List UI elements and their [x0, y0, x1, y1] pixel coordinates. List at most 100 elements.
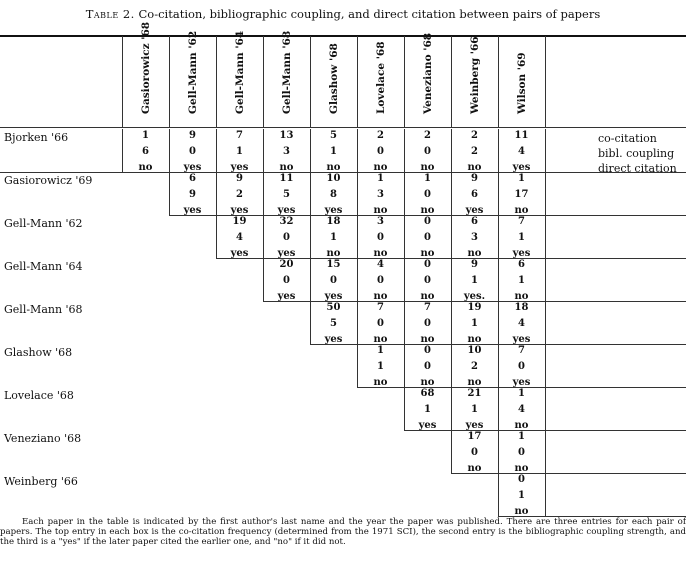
direct-citation-value: yes: [277, 205, 296, 216]
cell-divider: [216, 215, 217, 258]
direct-citation-value: no: [373, 377, 388, 388]
coupling-value: 0: [424, 232, 431, 243]
coupling-value: 3: [471, 232, 478, 243]
table-cell: 2 0 no: [357, 128, 404, 176]
table-cell: 32 0 yes: [263, 214, 310, 262]
caption-label: Table 2.: [85, 7, 135, 21]
direct-citation-value: yes.: [463, 291, 486, 302]
row-label: Weinberg '66: [4, 475, 78, 488]
coupling-value: 0: [377, 232, 384, 243]
table-cell: 6 3 no: [451, 214, 498, 262]
row-label: Bjorken '66: [4, 131, 69, 144]
cell-divider: [263, 258, 264, 301]
direct-citation-value: no: [420, 162, 435, 173]
column-divider: [310, 36, 311, 128]
cell-divider: [545, 215, 546, 258]
coupling-value: 2: [471, 146, 478, 157]
cell-divider: [169, 129, 170, 172]
table-cell: 1 4 no: [498, 386, 545, 434]
coupling-value: 0: [518, 447, 525, 458]
coupling-value: 0: [189, 146, 196, 157]
table-cell: 1 0 no: [498, 429, 545, 477]
cell-divider: [357, 301, 358, 344]
column-divider: [169, 36, 170, 128]
co-citation-value: 1: [518, 388, 525, 399]
co-citation-value: 6: [471, 216, 478, 227]
direct-citation-value: yes: [512, 334, 531, 345]
direct-citation-value: yes: [324, 205, 343, 216]
table-cell: 18 1 no: [310, 214, 357, 262]
direct-citation-value: yes: [230, 248, 249, 259]
legend-item: bibl. coupling: [598, 147, 675, 160]
cell-divider: [545, 387, 546, 430]
direct-citation-value: no: [420, 377, 435, 388]
coupling-value: 0: [424, 189, 431, 200]
coupling-value: 1: [330, 232, 337, 243]
cell-divider: [545, 301, 546, 344]
table-cell: 3 0 no: [357, 214, 404, 262]
co-citation-value: 15: [326, 259, 341, 270]
co-citation-value: 3: [377, 216, 384, 227]
co-citation-value: 0: [424, 216, 431, 227]
co-citation-value: 21: [467, 388, 482, 399]
co-citation-value: 4: [377, 259, 384, 270]
coupling-value: 0: [377, 318, 384, 329]
coupling-value: 6: [471, 189, 478, 200]
table-cell: 2 0 no: [404, 128, 451, 176]
co-citation-value: 2: [377, 130, 384, 141]
coupling-value: 5: [283, 189, 290, 200]
table-cell: 15 0 yes: [310, 257, 357, 305]
caption-text: Co-citation, bibliographic coupling, and…: [138, 7, 601, 21]
cell-divider: [451, 387, 452, 430]
cell-divider: [498, 430, 499, 473]
row-label: Gell-Mann '68: [4, 303, 83, 316]
cell-divider: [451, 258, 452, 301]
table-cell: 21 1 yes: [451, 386, 498, 434]
row-label: Glashow '68: [4, 346, 73, 359]
cell-divider: [404, 344, 405, 387]
direct-citation-value: yes: [277, 291, 296, 302]
table-cell: 7 0 no: [357, 300, 404, 348]
co-citation-value: 9: [236, 173, 243, 184]
direct-citation-value: yes: [277, 248, 296, 259]
table-cell: 7 0 no: [404, 300, 451, 348]
co-citation-value: 7: [377, 302, 384, 313]
cell-divider: [404, 172, 405, 215]
direct-citation-value: yes: [230, 162, 249, 173]
row-label: Gell-Mann '64: [4, 260, 83, 273]
coupling-value: 0: [283, 275, 290, 286]
column-header-label: Wilson '69: [516, 52, 528, 114]
direct-citation-value: no: [420, 334, 435, 345]
cell-divider: [310, 258, 311, 301]
table-cell: 1 0 no: [404, 171, 451, 219]
coupling-value: 8: [330, 189, 337, 200]
coupling-value: 1: [518, 232, 525, 243]
column-header-label: Gasiorowicz '68: [140, 21, 152, 114]
cell-divider: [404, 215, 405, 258]
table-cell: 9 0 yes: [169, 128, 216, 176]
direct-citation-value: yes: [230, 205, 249, 216]
co-citation-value: 2: [471, 130, 478, 141]
co-citation-value: 11: [514, 130, 529, 141]
column-divider: [498, 36, 499, 128]
coupling-value: 1: [518, 490, 525, 501]
row-label: Gasiorowicz '69: [4, 174, 93, 187]
co-citation-value: 11: [279, 173, 294, 184]
column-header: Wilson '69: [513, 38, 531, 126]
table-cell: 6 1 no: [498, 257, 545, 305]
direct-citation-value: no: [467, 377, 482, 388]
direct-citation-value: no: [326, 248, 341, 259]
column-divider: [216, 36, 217, 128]
cell-divider: [216, 129, 217, 172]
column-header: Gasiorowicz '68: [137, 22, 155, 126]
direct-citation-value: no: [420, 248, 435, 259]
co-citation-value: 18: [514, 302, 529, 313]
cell-divider: [498, 172, 499, 215]
co-citation-value: 0: [424, 259, 431, 270]
direct-citation-value: yes: [324, 291, 343, 302]
direct-citation-value: no: [373, 162, 388, 173]
table-cell: 20 0 yes: [263, 257, 310, 305]
direct-citation-value: yes: [465, 205, 484, 216]
coupling-value: 0: [377, 146, 384, 157]
column-header: Veneziano '68: [419, 33, 437, 126]
